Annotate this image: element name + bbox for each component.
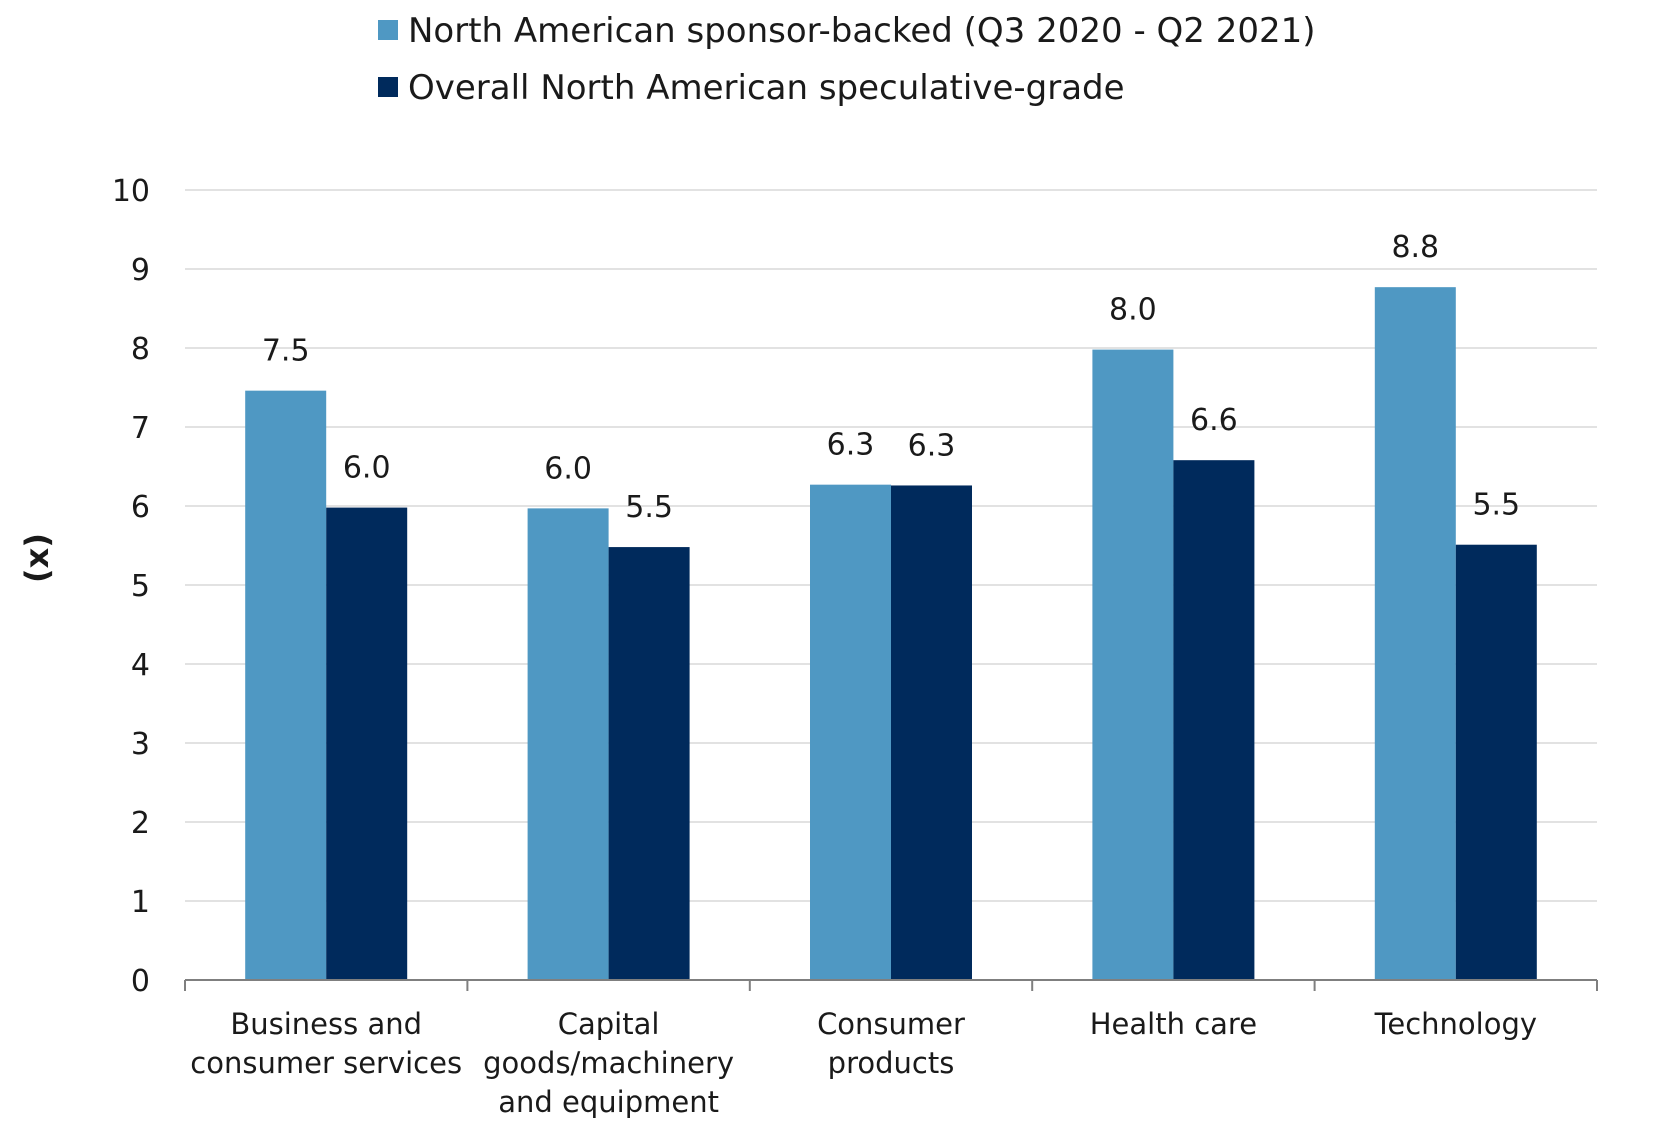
bar xyxy=(1455,544,1537,980)
bar xyxy=(1173,460,1255,980)
bar xyxy=(810,484,891,980)
x-category-label: Technology xyxy=(1374,1007,1537,1041)
y-tick-label: 10 xyxy=(112,174,150,209)
y-tick-label: 9 xyxy=(131,253,150,288)
x-category-label: Consumer xyxy=(817,1007,965,1041)
y-tick-label: 3 xyxy=(131,727,150,762)
bars: 7.5 6.0 6.0 5.5 6.3 6.3 8.0 6.6 8.8 5.5 xyxy=(245,230,1537,981)
y-tick-label: 4 xyxy=(131,648,150,683)
bar xyxy=(527,508,609,980)
legend-label-overall-speculative-grade: Overall North American speculative-grade xyxy=(408,68,1125,108)
bar xyxy=(245,390,327,980)
legend-label-sponsor-backed: North American sponsor-backed (Q3 2020 -… xyxy=(408,11,1316,51)
data-label: 7.5 xyxy=(262,334,310,369)
data-label: 8.0 xyxy=(1109,293,1157,328)
data-label: 6.6 xyxy=(1190,403,1238,438)
bar xyxy=(891,485,972,980)
x-category-label: Business and xyxy=(230,1007,422,1041)
x-category-label: Capital xyxy=(558,1007,660,1041)
x-category-label: consumer services xyxy=(190,1046,462,1080)
x-category-label: and equipment xyxy=(498,1085,719,1119)
x-category-label: goods/machinery xyxy=(483,1046,734,1080)
data-label: 6.3 xyxy=(827,428,875,463)
y-tick-label: 0 xyxy=(131,964,150,999)
bar xyxy=(608,547,690,980)
legend-swatch-sponsor-backed xyxy=(378,20,398,40)
data-label: 8.8 xyxy=(1391,230,1439,265)
legend-swatch-overall-speculative-grade xyxy=(378,77,398,97)
x-category-label: products xyxy=(828,1046,955,1080)
data-label: 6.0 xyxy=(343,451,391,486)
y-tick-label: 8 xyxy=(131,332,150,367)
bar xyxy=(1092,349,1174,981)
y-tick-label: 2 xyxy=(131,806,150,841)
y-tick-label: 6 xyxy=(131,490,150,525)
y-tick-label: 5 xyxy=(131,569,150,604)
x-axis: Business and consumer services Capital good… xyxy=(184,979,1598,1119)
data-label: 5.5 xyxy=(625,490,673,525)
bar xyxy=(1374,287,1456,980)
data-label: 6.3 xyxy=(908,428,956,463)
y-axis-title: (x) xyxy=(18,533,56,583)
data-label: 6.0 xyxy=(544,451,592,486)
y-axis-ticks: 0 1 2 3 4 5 6 7 8 9 10 xyxy=(112,174,150,999)
legend: North American sponsor-backed (Q3 2020 -… xyxy=(378,11,1316,108)
y-tick-label: 1 xyxy=(131,885,150,920)
data-label: 5.5 xyxy=(1472,488,1520,523)
x-category-label: Health care xyxy=(1090,1007,1257,1041)
bar xyxy=(326,507,408,980)
y-tick-label: 7 xyxy=(131,411,150,446)
